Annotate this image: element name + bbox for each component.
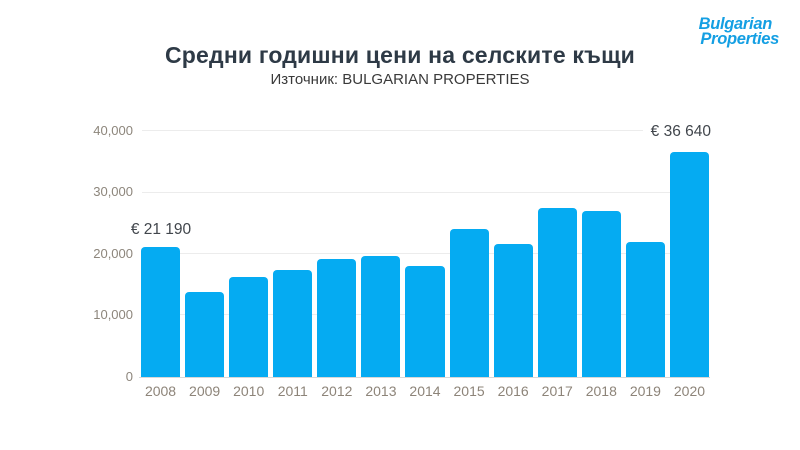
bar-2010 [229,277,269,377]
x-label-2012: 2012 [321,383,353,399]
x-label-2008: 2008 [144,383,177,399]
plot-area [141,131,710,377]
y-tick-40000: 40,000 [93,123,133,138]
annotation-2008: € 21 190 [130,221,192,238]
x-label-2009: 2009 [189,383,221,399]
y-tick-20000: 20,000 [93,246,133,261]
y-tick-0: 0 [125,369,133,384]
bar-2018 [581,211,621,377]
gridline-20000 [142,253,709,254]
x-label-2013: 2013 [365,383,397,399]
bar-2008 [141,247,181,377]
x-label-2020: 2020 [673,383,706,399]
x-label-2016: 2016 [497,383,529,399]
x-axis-line [139,377,710,378]
gridline-30000 [142,192,709,193]
logo-line-2: Properties [700,30,779,48]
gridline-40000 [142,130,709,131]
x-label-2010: 2010 [233,383,265,399]
x-label-2018: 2018 [585,383,617,399]
bar-2009 [185,292,225,377]
x-label-2015: 2015 [453,383,485,399]
bar-2013 [361,256,401,377]
x-axis-labels: 2008 2009 2010 2011 2012 2013 2014 2015 2016 2017… [141,383,709,399]
y-tick-10000: 10,000 [93,307,133,322]
x-label-2014: 2014 [409,383,441,399]
bar-2011 [273,270,313,377]
bar-2012 [317,259,357,377]
x-label-2011: 2011 [277,383,308,399]
logo-line-1: Bulgarian [698,15,773,33]
bulgarian-properties-logo: Bulgarian Properties [698,15,780,48]
x-label-2019: 2019 [629,383,661,399]
bar-2015 [449,229,489,377]
bar-2016 [493,244,533,377]
x-label-2017: 2017 [541,383,573,399]
chart-title: Средни годишни цени на селските къщи [164,42,636,68]
bar-2019 [625,242,665,377]
annotation-2020: € 36 640 [642,123,711,140]
bar-2017 [537,208,577,377]
y-tick-30000: 30,000 [93,184,133,199]
bar-2014 [405,266,445,377]
chart-subtitle: Източник: BULGARIAN PROPERTIES [270,71,530,88]
bar-2020 [669,152,710,377]
